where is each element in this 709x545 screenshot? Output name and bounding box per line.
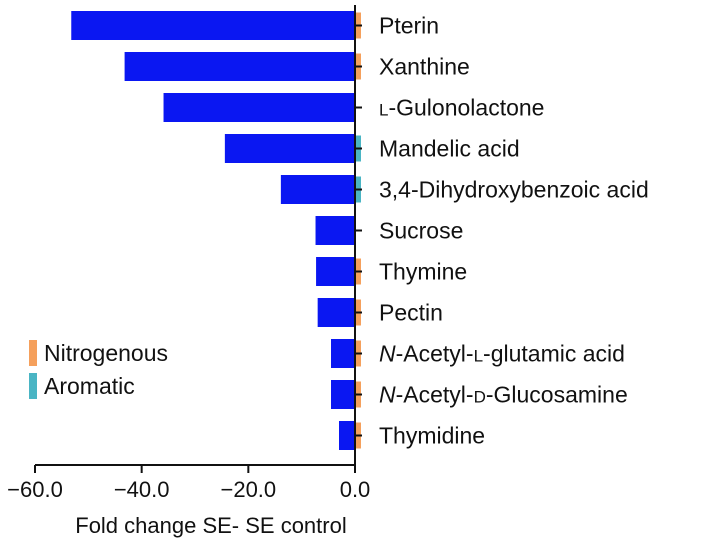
category-label-xanthine: Xanthine — [379, 54, 470, 80]
bar-pectin — [317, 298, 355, 327]
category-label-sucrose: Sucrose — [379, 218, 463, 244]
category-label-3-4-dihydroxybenzoic-acid: 3,4-Dihydroxybenzoic acid — [379, 177, 649, 203]
category-label-thymidine: Thymidine — [379, 423, 485, 449]
x-tick-label: −40.0 — [114, 477, 170, 502]
bar-thymidine — [339, 421, 355, 450]
bar-3-4-dihydroxybenzoic-acid — [280, 175, 355, 204]
bars-layer — [71, 11, 356, 450]
x-axis — [35, 5, 356, 466]
legend-label-nitrogenous: Nitrogenous — [44, 340, 168, 366]
bar-mandelic-acid — [224, 134, 355, 163]
x-axis-label: Fold change SE- SE control — [75, 513, 346, 538]
category-labels-layer: Pterin Xanthine L-Gulonolactone Mandelic ac… — [379, 13, 649, 449]
x-tick-label: −20.0 — [220, 477, 276, 502]
category-label-mandelic-acid: Mandelic acid — [379, 136, 520, 162]
x-ticks-layer: −60.0 −40.0 −20.0 0.0 — [7, 465, 370, 502]
legend-label-aromatic: Aromatic — [44, 373, 135, 399]
category-label-pterin: Pterin — [379, 13, 439, 39]
category-label-n-acetyl-l-glutamic-acid: N-Acetyl-L-glutamic acid — [379, 341, 625, 367]
x-tick-label: 0.0 — [340, 477, 371, 502]
bar-pterin — [71, 11, 356, 40]
legend-swatch-aromatic — [29, 373, 37, 399]
category-label-thymine: Thymine — [379, 259, 467, 285]
legend: Nitrogenous Aromatic — [29, 340, 168, 399]
category-label-l-gulonolactone: L-Gulonolactone — [379, 95, 544, 121]
category-label-pectin: Pectin — [379, 300, 443, 326]
bar-sucrose — [315, 216, 355, 245]
legend-swatch-nitrogenous — [29, 340, 37, 366]
x-tick-label: −60.0 — [7, 477, 63, 502]
bar-thymine — [316, 257, 355, 286]
bar-n-acetyl-l-glutamic-acid — [331, 339, 355, 368]
group-markers-layer — [354, 12, 362, 449]
bar-n-acetyl-d-glucosamine — [331, 380, 355, 409]
bar-l-gulonolactone — [163, 93, 355, 122]
category-label-n-acetyl-d-glucosamine: N-Acetyl-D-Glucosamine — [379, 382, 628, 408]
bar-xanthine — [124, 52, 355, 81]
